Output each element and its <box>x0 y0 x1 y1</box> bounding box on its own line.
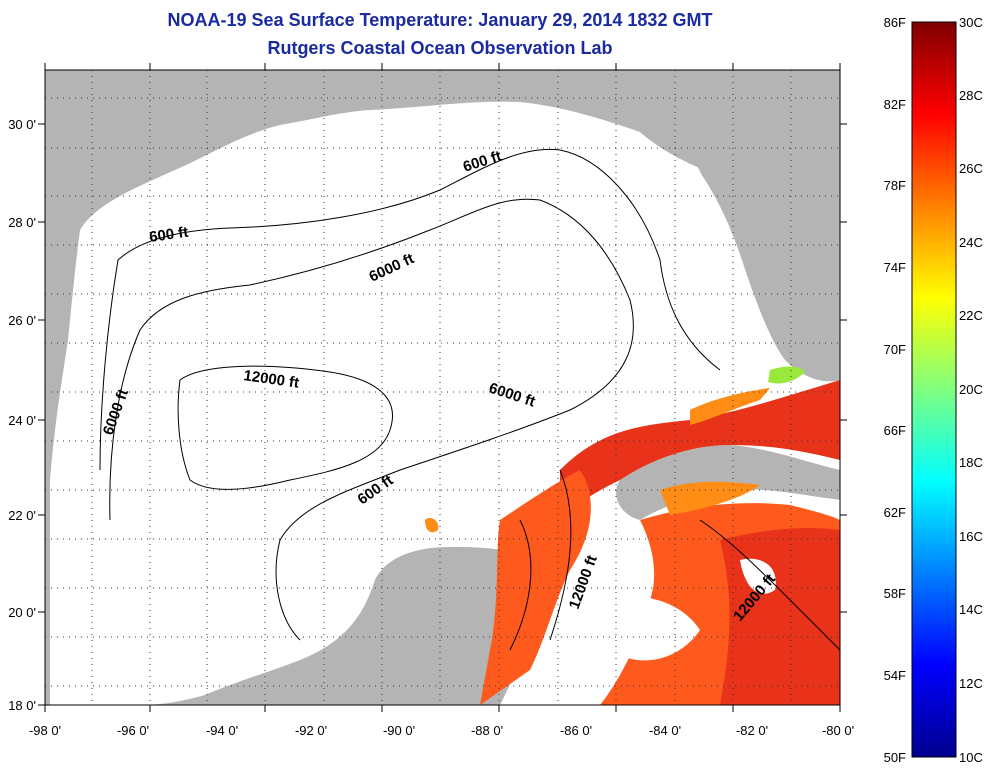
florida-land <box>694 70 840 382</box>
graticule <box>45 70 840 705</box>
colorbar-c-label: 28C <box>959 88 983 103</box>
x-tick-label: -90 0' <box>383 723 415 738</box>
map-frame <box>44 69 841 706</box>
colorbar-c-labels: 30C 28C 26C 24C 22C 20C 18C 16C 14C 12C … <box>959 15 983 765</box>
x-tick-label: -82 0' <box>736 723 768 738</box>
colorbar-f-label: 78F <box>884 178 906 193</box>
y-tick-label: 28 0' <box>8 215 36 230</box>
colorbar-c-label: 16C <box>959 529 983 544</box>
colorbar-c-label: 14C <box>959 602 983 617</box>
colorbar-f-label: 82F <box>884 97 906 112</box>
axis-ticks <box>38 63 847 712</box>
y-tick-label: 22 0' <box>8 508 36 523</box>
colorbar-f-label: 66F <box>884 423 906 438</box>
colorbar-f-labels: 86F 82F 78F 74F 70F 66F 62F 58F 54F 50F <box>884 15 906 765</box>
x-tick-label: -84 0' <box>649 723 681 738</box>
colorbar <box>911 21 957 758</box>
x-tick-label: -86 0' <box>560 723 592 738</box>
y-tick-label: 18 0' <box>8 698 36 713</box>
sst-data-layer <box>425 366 840 705</box>
y-tick-label: 20 0' <box>8 605 36 620</box>
colorbar-f-label: 70F <box>884 342 906 357</box>
x-tick-label: -88 0' <box>471 723 503 738</box>
y-axis-labels: 30 0' 28 0' 26 0' 24 0' 22 0' 20 0' 18 0… <box>8 117 36 713</box>
y-tick-label: 26 0' <box>8 313 36 328</box>
x-axis-labels: -98 0' -96 0' -94 0' -92 0' -90 0' -88 0… <box>29 723 854 738</box>
colorbar-f-label: 62F <box>884 505 906 520</box>
map-title: NOAA-19 Sea Surface Temperature: January… <box>167 10 713 30</box>
x-tick-label: -80 0' <box>822 723 854 738</box>
x-tick-label: -96 0' <box>117 723 149 738</box>
x-tick-label: -92 0' <box>295 723 327 738</box>
x-tick-label: -94 0' <box>206 723 238 738</box>
y-tick-label: 30 0' <box>8 117 36 132</box>
colorbar-f-label: 54F <box>884 668 906 683</box>
colorbar-f-label: 86F <box>884 15 906 30</box>
colorbar-c-label: 20C <box>959 382 983 397</box>
colorbar-f-label: 74F <box>884 260 906 275</box>
y-tick-label: 24 0' <box>8 413 36 428</box>
bathymetry-contours <box>99 148 840 651</box>
colorbar-c-label: 22C <box>959 308 983 323</box>
colorbar-c-label: 18C <box>959 455 983 470</box>
colorbar-c-label: 30C <box>959 15 983 30</box>
colorbar-c-label: 12C <box>959 676 983 691</box>
colorbar-c-label: 24C <box>959 235 983 250</box>
map-subtitle: Rutgers Coastal Ocean Observation Lab <box>267 38 613 58</box>
colorbar-f-label: 50F <box>884 750 906 765</box>
colorbar-c-label: 26C <box>959 161 983 176</box>
colorbar-f-label: 58F <box>884 586 906 601</box>
x-tick-label: -98 0' <box>29 723 61 738</box>
colorbar-c-label: 10C <box>959 750 983 765</box>
contour-label: 600 ft <box>148 224 189 246</box>
